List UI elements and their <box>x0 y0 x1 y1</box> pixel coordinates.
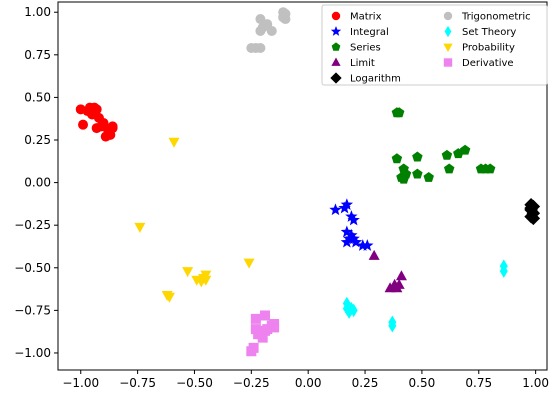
set-theory-point <box>349 303 358 318</box>
series-point <box>412 151 423 162</box>
set-theory-point <box>499 264 508 278</box>
probability-point <box>161 291 173 302</box>
plot-area-frame <box>57 1 548 371</box>
series-point <box>423 171 434 182</box>
series-point <box>441 149 453 160</box>
integral-point <box>347 213 360 226</box>
legend-marker-series <box>331 42 341 51</box>
trigonometric-point <box>280 8 291 19</box>
limit-point <box>393 278 405 289</box>
legend-label-trigonometric: Trigonometric <box>461 12 531 23</box>
x-tick-label: −0.50 <box>176 376 213 390</box>
legend-label-probability: Probability <box>462 43 515 54</box>
integral-point <box>329 203 342 216</box>
series-point <box>398 173 409 184</box>
trigonometric-point <box>266 25 277 36</box>
legend-marker-logarithm <box>330 72 342 84</box>
probability-point <box>243 258 255 269</box>
legend-box <box>321 4 548 86</box>
legend-label-matrix: Matrix <box>350 12 382 23</box>
integral-point <box>361 239 374 251</box>
derivative-point <box>259 310 270 321</box>
derivative-point <box>250 313 261 324</box>
integral-point <box>340 198 354 210</box>
matrix-point <box>107 123 118 134</box>
set-theory-point <box>388 318 397 333</box>
trigonometric-point <box>255 43 266 53</box>
legend-marker-derivative <box>443 58 453 67</box>
integral-point <box>345 228 358 241</box>
x-tick-label: 0.00 <box>295 376 322 390</box>
x-tick-label: 1.00 <box>522 376 549 390</box>
integral-point <box>349 235 363 248</box>
derivative-point <box>257 332 268 343</box>
x-tick-label: −1.00 <box>62 376 99 390</box>
legend-marker-trigonometric <box>443 11 453 21</box>
y-tick-label: −0.50 <box>14 261 51 275</box>
x-tick-label: 0.75 <box>465 376 492 390</box>
y-axis: 1.00 0.75 0.50 0.25 0.00 −0.25 −0.50 −0.75 −1.00 <box>14 5 58 360</box>
x-axis: −1.00 −0.75 −0.50 −0.25 0.00 0.25 0.50 0.75 1.00 <box>62 370 549 390</box>
integral-point <box>340 225 354 238</box>
matrix-point <box>100 131 111 142</box>
legend-marker-set-theory <box>444 25 452 38</box>
legend-label-set-theory: Set Theory <box>462 27 516 38</box>
probability-point <box>134 222 146 233</box>
legend-marker-integral <box>330 26 342 36</box>
x-tick-label: 0.25 <box>352 376 379 390</box>
matrix-point <box>78 119 89 130</box>
legend-label-series: Series <box>350 43 381 54</box>
legend-label-logarithm: Logarithm <box>350 74 401 85</box>
matrix-point <box>91 123 102 134</box>
integral-point <box>356 239 369 251</box>
logarithm-point <box>524 203 538 217</box>
probability-point <box>168 137 180 148</box>
series-point <box>412 168 423 179</box>
y-tick-label: 0.50 <box>24 90 51 104</box>
probability-point <box>200 270 212 281</box>
integral-point <box>345 210 358 222</box>
x-tick-label: −0.75 <box>119 376 156 390</box>
y-tick-label: 1.00 <box>24 5 51 19</box>
limit-point <box>395 270 407 281</box>
legend-marker-probability <box>443 43 453 53</box>
legend-label-derivative: Derivative <box>462 58 514 69</box>
series-point <box>484 163 496 174</box>
series-point <box>459 144 471 155</box>
y-tick-label: −0.75 <box>14 303 51 317</box>
series-point <box>443 163 455 174</box>
limit-point <box>368 249 380 260</box>
derivative-point <box>269 319 280 329</box>
legend: Matrix Integral Series Limit Logarithm Trigon… <box>321 4 548 86</box>
probability-point <box>182 267 194 278</box>
matrix-point <box>89 102 100 113</box>
y-tick-label: 0.00 <box>24 176 51 190</box>
probability-point <box>200 275 212 286</box>
y-tick-label: −1.00 <box>14 346 51 360</box>
x-tick-label: −0.25 <box>233 376 270 390</box>
legend-marker-matrix <box>331 11 341 21</box>
integral-point <box>340 235 354 248</box>
trigonometric-point <box>255 14 266 25</box>
derivative-point <box>248 342 259 353</box>
data-points <box>75 7 541 357</box>
y-tick-label: 0.75 <box>24 48 51 62</box>
x-tick-label: 0.50 <box>409 376 436 390</box>
legend-label-integral: Integral <box>350 27 389 38</box>
series-point <box>393 107 405 118</box>
y-tick-label: 0.25 <box>24 133 51 147</box>
y-tick-label: −0.25 <box>14 218 51 232</box>
legend-label-limit: Limit <box>350 58 375 69</box>
series-point <box>391 153 403 164</box>
legend-marker-limit <box>331 57 341 66</box>
